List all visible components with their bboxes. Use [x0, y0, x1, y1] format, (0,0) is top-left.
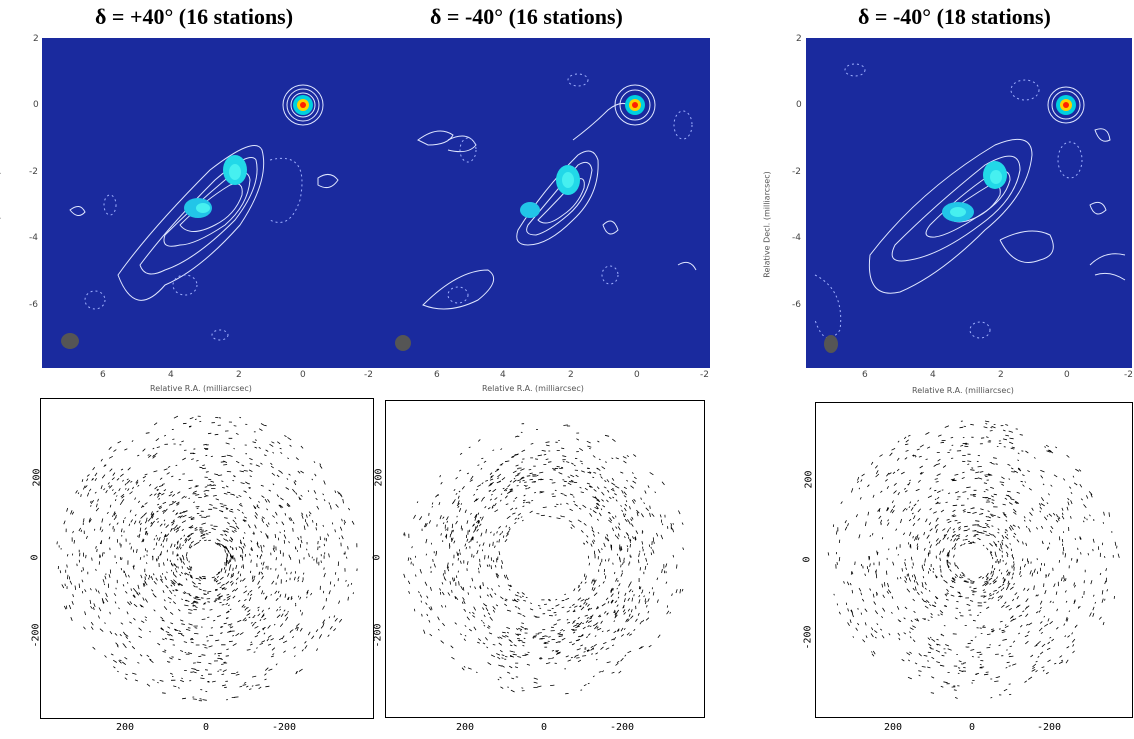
- x-axis-label: Relative R.A. (milliarcsec): [912, 386, 1014, 395]
- y-tick: -6: [792, 300, 801, 310]
- uv-x-tick: 0: [969, 722, 976, 733]
- x-tick: 0: [300, 370, 306, 380]
- uv-tracks: [403, 423, 684, 695]
- panel-title-1: δ = +40° (16 stations): [95, 4, 294, 29]
- uv-x-tick: 200: [456, 722, 475, 733]
- x-tick: 2: [998, 370, 1004, 380]
- uv-panel-1: [40, 398, 374, 719]
- x-tick: 4: [930, 370, 936, 380]
- uv-coverage-plot-3: [815, 402, 1133, 718]
- uv-coverage-plot-1: [40, 398, 374, 719]
- uv-panel-2: [385, 400, 705, 718]
- x-tick: -2: [1124, 370, 1133, 380]
- radio-image-1: [42, 38, 378, 368]
- y-tick: 0: [796, 100, 802, 110]
- panel-title-2: δ = -40° (16 stations): [430, 4, 623, 29]
- radio-image-2: [378, 38, 710, 368]
- x-axis-label: Relative R.A. (milliarcsec): [482, 384, 584, 393]
- y-tick: 2: [33, 34, 39, 44]
- x-axis-label: Relative R.A. (milliarcsec): [150, 384, 252, 393]
- uv-y-tick: 200: [803, 470, 815, 489]
- radio-image-3: [806, 38, 1132, 368]
- x-tick: 4: [500, 370, 506, 380]
- x-tick: -2: [364, 370, 373, 380]
- y-tick: -6: [29, 300, 38, 310]
- uv-y-tick: -200: [802, 625, 814, 650]
- uv-y-tick: -200: [372, 623, 384, 648]
- image-panel-1: 2 0 -2 -4 -6 6 4 2 0 -2 Relative R.A. (m…: [0, 30, 380, 410]
- uv-y-tick: 0: [371, 554, 383, 561]
- uv-y-tick: 200: [31, 468, 43, 487]
- x-tick: 4: [168, 370, 174, 380]
- x-tick: 6: [434, 370, 440, 380]
- x-tick: 6: [862, 370, 868, 380]
- uv-y-tick: 0: [801, 556, 813, 563]
- uv-y-tick: 0: [29, 554, 41, 561]
- y-tick: 2: [796, 34, 802, 44]
- y-tick: -2: [792, 167, 801, 177]
- uv-panel-3: [815, 402, 1133, 718]
- x-tick: 2: [568, 370, 574, 380]
- image-panel-3: 2 0 -2 -4 -6 6 4 2 0 -2 Relative R.A. (m…: [763, 30, 1134, 410]
- uv-y-tick: 200: [373, 468, 385, 487]
- uv-x-tick: -200: [1037, 722, 1062, 733]
- x-tick: -2: [700, 370, 709, 380]
- uv-y-tick: -200: [30, 623, 42, 648]
- y-axis-label: Relative Decl. (milliarcsec): [0, 171, 2, 277]
- y-tick: -4: [792, 233, 801, 243]
- x-tick: 0: [1064, 370, 1070, 380]
- uv-tracks: [56, 415, 358, 702]
- y-tick: -2: [29, 167, 38, 177]
- y-tick: 0: [33, 100, 39, 110]
- uv-x-tick: 200: [116, 722, 135, 733]
- image-panel-2: 6 4 2 0 -2 Relative R.A. (milliarcsec): [378, 30, 718, 410]
- uv-x-tick: 0: [541, 722, 548, 733]
- y-axis-label: Relative Decl. (milliarcsec): [762, 171, 772, 278]
- uv-x-tick: -200: [272, 722, 297, 733]
- uv-coverage-plot-2: [385, 400, 705, 718]
- x-tick: 6: [100, 370, 106, 380]
- uv-x-tick: 200: [884, 722, 903, 733]
- x-tick: 0: [634, 370, 640, 380]
- panel-title-3: δ = -40° (18 stations): [858, 4, 1051, 29]
- uv-x-tick: 0: [203, 722, 210, 733]
- y-tick: -4: [29, 233, 38, 243]
- uv-x-tick: -200: [610, 722, 635, 733]
- uv-tracks: [827, 420, 1120, 699]
- x-tick: 2: [236, 370, 242, 380]
